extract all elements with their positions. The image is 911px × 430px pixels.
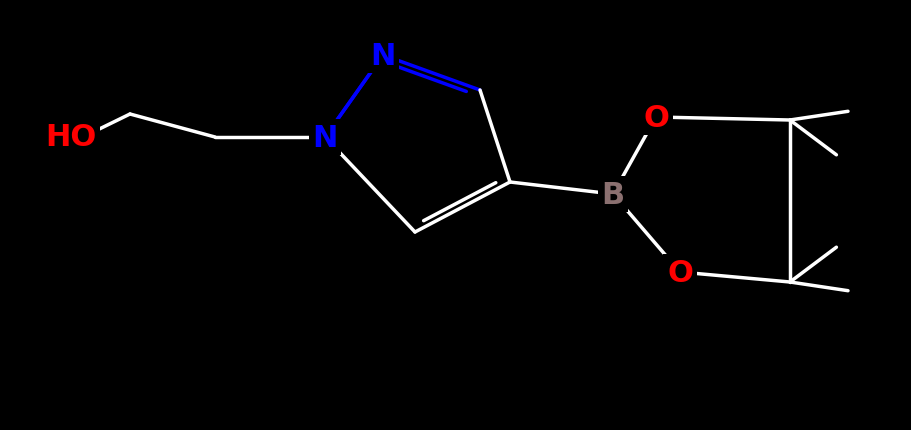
Text: O: O	[667, 258, 693, 287]
Text: HO: HO	[46, 122, 97, 151]
Text: N: N	[370, 41, 395, 71]
Text: B: B	[601, 180, 625, 209]
Text: O: O	[643, 103, 669, 132]
Text: N: N	[312, 123, 338, 152]
